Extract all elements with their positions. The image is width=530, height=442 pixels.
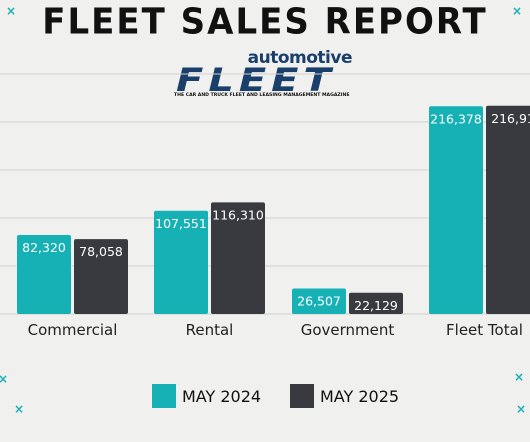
bar-rental-may-2025 [211,202,265,314]
data-label: 116,310 [212,207,264,222]
decor-x-icon: × [14,402,25,416]
legend-label-may-2025: MAY 2025 [320,387,400,406]
data-label: 82,320 [22,240,66,255]
bar-fleet-total-may-2024 [429,106,483,314]
data-label: 26,507 [297,294,341,309]
automotive-fleet-logo: automotive FLEET THE CAR AND TRUCK FLEET… [172,48,362,102]
category-label: Commercial [28,321,118,339]
legend-label-may-2024: MAY 2024 [182,387,262,406]
bar-fleet-total-may-2025 [486,105,530,314]
data-label: 216,91 [491,111,530,126]
bar-commercial-may-2025 [74,239,128,314]
logo-main-word: FLEET [176,61,336,99]
legend-swatch-may-2025 [290,384,314,408]
bar-government-may-2025 [349,292,403,314]
data-label: 78,058 [79,244,123,259]
logo-top-word: automotive [247,48,353,68]
decor-x-icon: × [514,370,525,384]
data-label: 22,129 [354,298,398,313]
decor-x-icon: × [512,4,523,18]
category-label: Fleet Total [446,321,523,339]
decor-x-icon: × [0,372,9,386]
bar-commercial-may-2024 [17,234,71,314]
data-label: 216,378 [430,111,482,126]
logo-tagline: THE CAR AND TRUCK FLEET AND LEASING MANA… [174,93,350,98]
page-title: FLEET SALES REPORT [42,1,488,43]
bar-government-may-2024 [292,288,346,314]
legend-swatch-may-2024 [152,384,176,408]
category-label: Government [301,321,395,339]
bar-rental-may-2024 [154,210,208,314]
decor-x-icon: × [516,402,527,416]
decor-x-icon: × [6,4,17,18]
data-label: 107,551 [155,216,207,231]
category-label: Rental [186,321,234,339]
